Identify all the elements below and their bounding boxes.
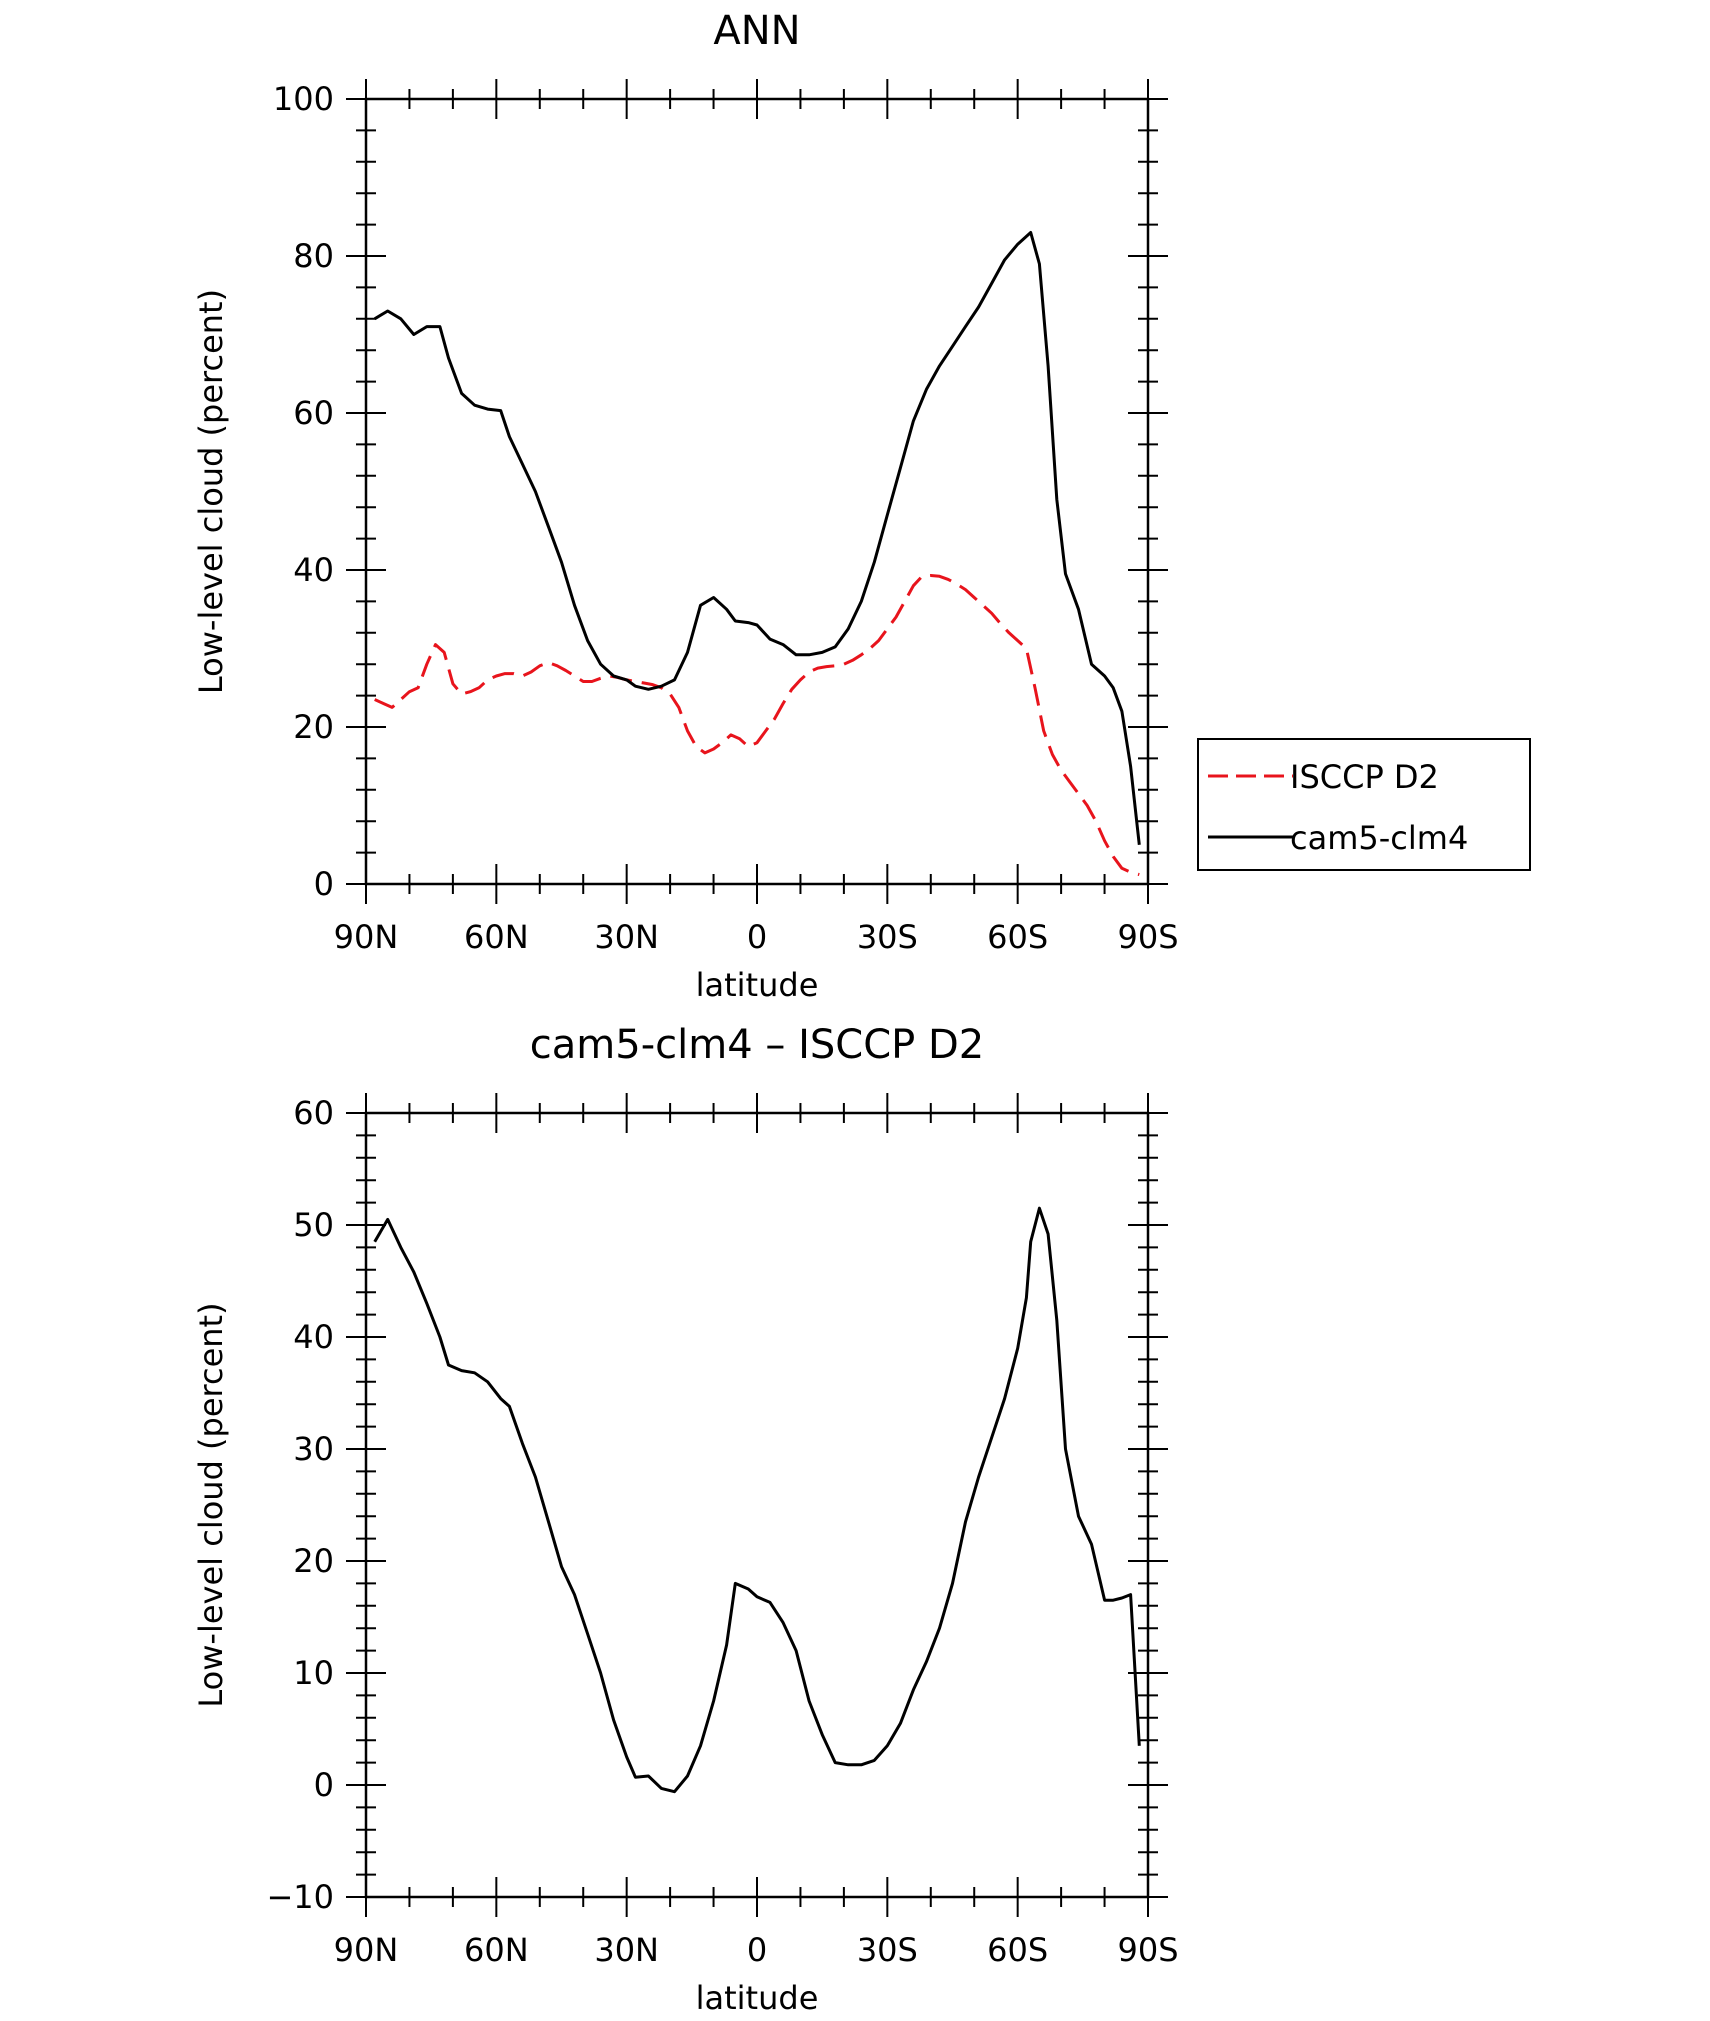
plot-frame (364, 1111, 1150, 1899)
y-tick-label: 60 (293, 394, 334, 432)
y-tick-label: −10 (266, 1878, 334, 1916)
chart-title: ANN (713, 8, 800, 54)
panel-annual-mean: ANN 0 20 40 60 80 100 90N 60N 30N 0 30S 60S 90S lat… (192, 8, 1531, 1004)
x-tick-label: 30N (594, 1931, 659, 1969)
y-tick-labels: −10 0 10 20 30 40 50 60 (266, 1094, 334, 1916)
x-tick-label: 30N (594, 918, 659, 956)
x-tick-label: 90S (1117, 1931, 1178, 1969)
axis-ticks (346, 1093, 1168, 1917)
legend-box (1197, 738, 1531, 871)
y-tick-label: 20 (293, 1542, 334, 1580)
series-line-difference (373, 1206, 1141, 1794)
x-tick-labels: 90N 60N 30N 0 30S 60S 90S (334, 1931, 1179, 1969)
x-tick-label: 0 (747, 1931, 767, 1969)
x-tick-label: 0 (747, 918, 767, 956)
x-axis-label: latitude (696, 1979, 819, 2017)
x-tick-label: 60N (464, 918, 529, 956)
y-tick-label: 30 (293, 1430, 334, 1468)
y-tick-label: 10 (293, 1654, 334, 1692)
y-tick-label: 40 (293, 1318, 334, 1356)
x-tick-label: 90N (334, 918, 399, 956)
series-lines (373, 1206, 1141, 1794)
x-tick-label: 60S (987, 1931, 1048, 1969)
legend-label-isccp-d2: ISCCP D2 (1290, 758, 1439, 796)
x-tick-label: 90S (1117, 918, 1178, 956)
axis-ticks (346, 79, 1168, 904)
chart-title: cam5-clm4 – ISCCP D2 (530, 1022, 984, 1068)
panel-difference: cam5-clm4 – ISCCP D2 −10 0 10 20 30 40 50 60 90… (192, 1022, 1179, 2017)
y-axis-label: Low-level cloud (percent) (192, 289, 230, 694)
x-tick-label: 60N (464, 1931, 529, 1969)
y-tick-label: 0 (314, 865, 334, 903)
y-tick-label: 80 (293, 237, 334, 275)
plot-frame (364, 97, 1150, 886)
x-tick-label: 60S (987, 918, 1048, 956)
y-axis-label: Low-level cloud (percent) (192, 1302, 230, 1707)
y-tick-labels: 0 20 40 60 80 100 (273, 80, 334, 903)
y-tick-label: 100 (273, 80, 334, 118)
legend: ISCCP D2 cam5-clm4 (1197, 738, 1531, 871)
y-tick-label: 40 (293, 551, 334, 589)
series-lines (373, 231, 1141, 877)
y-tick-label: 50 (293, 1206, 334, 1244)
legend-label-cam5-clm4: cam5-clm4 (1290, 819, 1468, 857)
series-line-isccp-d2 (374, 574, 1140, 877)
y-tick-label: 60 (293, 1094, 334, 1132)
x-axis-label: latitude (696, 966, 819, 1004)
series-line-cam5-clm4 (373, 231, 1141, 845)
y-tick-label: 20 (293, 708, 334, 746)
y-tick-label: 0 (314, 1766, 334, 1804)
x-tick-label: 30S (857, 1931, 918, 1969)
x-tick-label: 30S (857, 918, 918, 956)
x-tick-label: 90N (334, 1931, 399, 1969)
x-tick-labels: 90N 60N 30N 0 30S 60S 90S (334, 918, 1179, 956)
